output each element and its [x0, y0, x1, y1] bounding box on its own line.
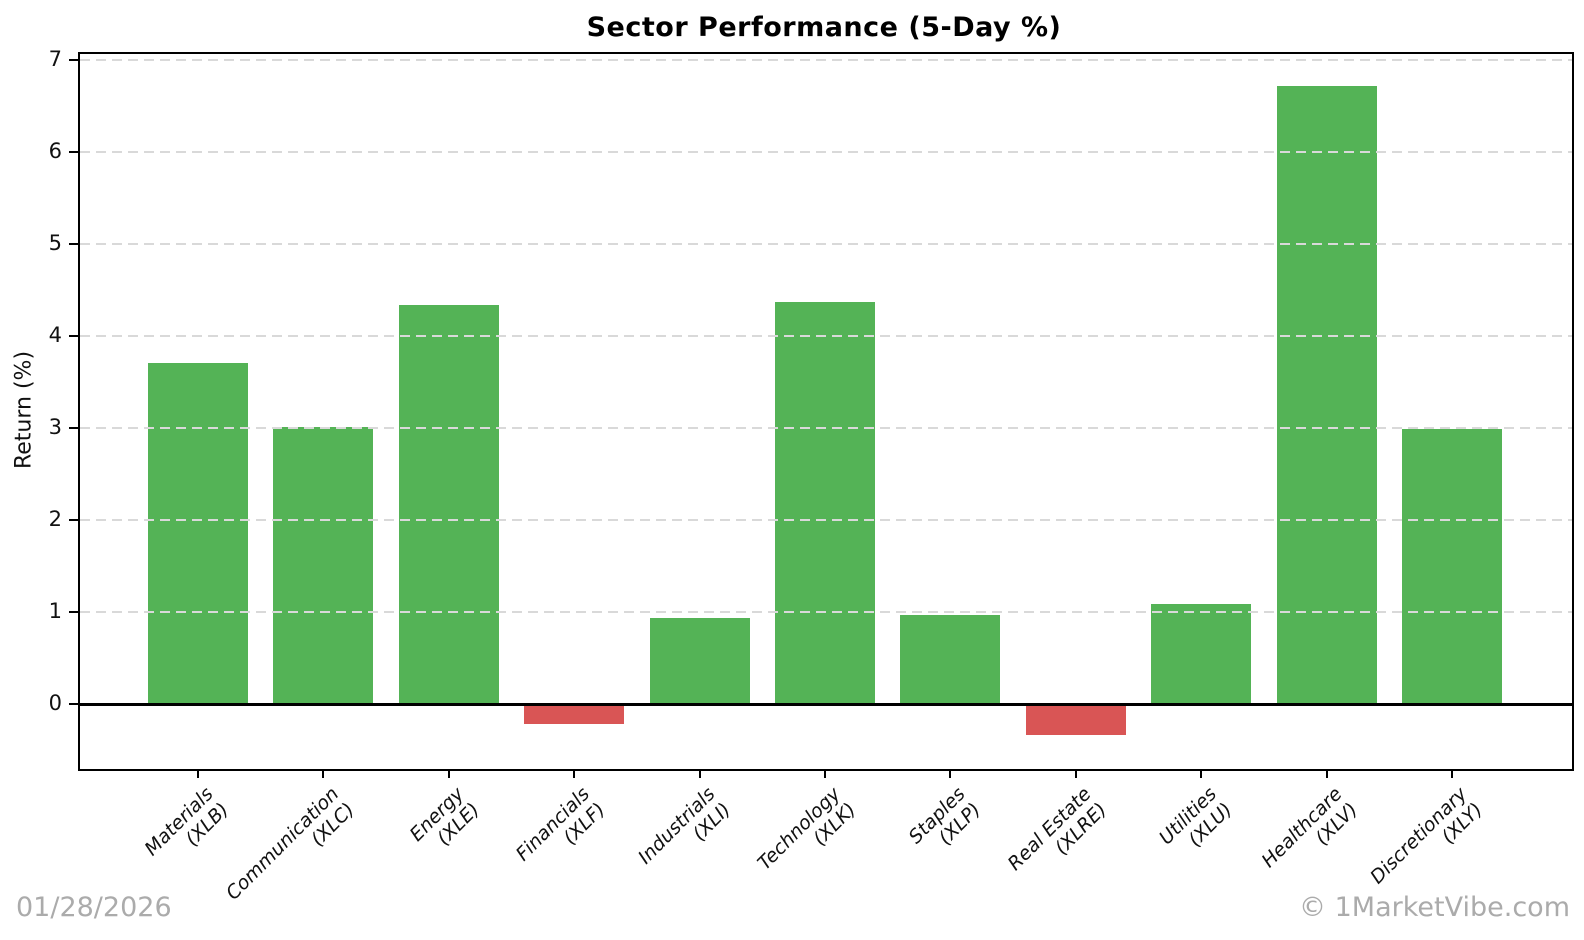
y-tick-mark-0: [69, 702, 78, 705]
bar-staples: [900, 614, 1001, 704]
y-tick-label-4: 4: [48, 323, 62, 348]
x-tick-label-6: Staples (XLP): [904, 783, 986, 850]
plot-area: 0 1 2 3 4 5 6 7 Materials (XLB) Communication (XLC)…: [49, 47, 1574, 904]
gridline-y7: [80, 59, 1572, 62]
y-tick-mark-6: [69, 151, 78, 154]
bar-financials: [524, 703, 625, 724]
bar-industrials: [649, 618, 750, 704]
watermark-date: 01/28/2026: [16, 892, 172, 923]
x-tick-label-9: Healthcare (XLV): [1257, 783, 1363, 873]
x-tick-mark-3: [573, 769, 576, 778]
bar-materials: [148, 362, 248, 704]
bar-technology: [775, 302, 875, 704]
x-tick-label-1: Communication (XLC): [221, 783, 359, 905]
watermark-brand: © 1MarketVibe.com: [1299, 892, 1570, 923]
chart-title: Sector Performance (5-Day %): [586, 12, 1062, 43]
x-tick-label-10: Discretionary (XLY): [1366, 783, 1488, 889]
bar-discretionary: [1402, 428, 1502, 704]
x-tick-label-5: Technology (XLK): [753, 783, 861, 875]
x-tick-mark-4: [698, 769, 701, 778]
x-tick-mark-9: [1325, 769, 1328, 778]
x-tick-label-3: Financials (XLF): [511, 783, 610, 866]
bar-real-estate: [1025, 703, 1126, 735]
x-tick-label-7: Real Estate (XLRE): [1003, 783, 1112, 875]
x-tick-mark-1: [322, 769, 325, 778]
x-tick-mark-10: [1451, 769, 1453, 778]
bar-energy: [398, 304, 499, 704]
x-tick-mark-5: [824, 769, 826, 778]
y-axis-label: Return (%): [11, 350, 37, 470]
y-tick-mark-7: [69, 59, 78, 62]
y-tick-mark-2: [69, 518, 78, 521]
x-tick-label-4: Industrials (XLI): [633, 783, 736, 869]
x-tick-mark-8: [1200, 769, 1203, 778]
x-tick-mark-7: [1074, 769, 1077, 778]
x-tick-mark-6: [949, 769, 952, 778]
x-tick-label-8: Utilities (XLU): [1154, 783, 1237, 852]
y-tick-mark-5: [69, 243, 78, 246]
y-tick-mark-4: [69, 335, 78, 338]
y-tick-label-7: 7: [48, 47, 62, 72]
bar-utilities: [1151, 603, 1252, 704]
x-tick-mark-2: [447, 769, 450, 778]
zero-line: [80, 702, 1572, 706]
bar-healthcare: [1276, 86, 1377, 704]
y-tick-mark-1: [69, 610, 78, 613]
y-tick-mark-3: [69, 427, 78, 430]
y-tick-label-5: 5: [48, 231, 62, 256]
y-tick-label-6: 6: [48, 139, 62, 164]
x-tick-label-0: Materials (XLB): [140, 783, 234, 861]
x-tick-label-2: Energy (XLE): [405, 783, 485, 851]
y-tick-label-1: 1: [48, 598, 62, 623]
bar-communication: [273, 427, 374, 704]
y-tick-label-0: 0: [48, 690, 62, 715]
x-tick-mark-0: [197, 769, 199, 778]
y-tick-label-2: 2: [48, 506, 62, 531]
y-tick-label-3: 3: [48, 415, 62, 440]
